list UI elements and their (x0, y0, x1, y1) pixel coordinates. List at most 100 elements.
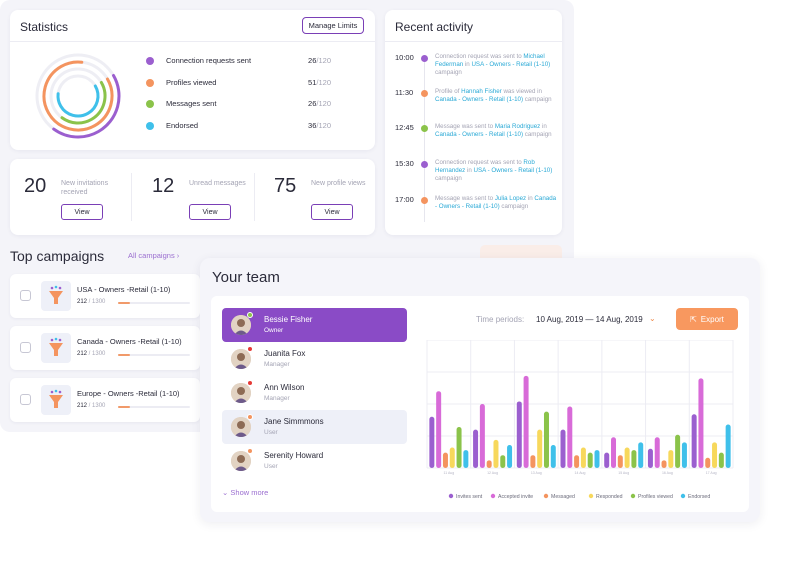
activity-link[interactable]: USA - Owners - Retail (1-10) (471, 61, 551, 68)
counter-value: 75 (274, 175, 297, 197)
member-role: User (264, 429, 278, 436)
avatar (231, 315, 251, 335)
bar-accepted-invite (698, 378, 704, 468)
counters-card: 20 New invitations received View 12 Unre… (10, 159, 375, 235)
time-period-select[interactable]: 10 Aug, 2019 — 14 Aug, 2019 (536, 315, 643, 324)
campaign-total: / 1300 (87, 299, 106, 305)
team-member[interactable]: Juanita Fox Manager (222, 342, 407, 376)
campaign-progress-fill (118, 302, 130, 304)
chevron-right-icon: › (176, 251, 180, 260)
statistics-legend-row: Connection requests sent 26/120 (146, 55, 331, 67)
status-indicator (247, 312, 253, 318)
campaign-thumbnail (41, 333, 71, 363)
divider (10, 41, 375, 42)
activity-link[interactable]: Michael Federman (435, 53, 545, 68)
bar-endorsed (681, 442, 687, 468)
team-member[interactable]: Bessie Fisher Owner (222, 308, 407, 342)
divider (131, 173, 132, 221)
avatar-head (237, 353, 245, 361)
activity-text-part: Message was sent to (435, 195, 495, 202)
funnel-dot (50, 338, 54, 342)
chevron-down-icon[interactable]: ⌄ (649, 314, 656, 323)
team-member[interactable]: Jane Simmmons User (222, 410, 407, 444)
bar-responded (537, 429, 543, 468)
status-indicator (247, 346, 253, 352)
x-tick-label: 15 Aug (618, 471, 629, 475)
team-member[interactable]: Ann Wilson Manager (222, 376, 407, 410)
x-tick-label: 12 Aug (487, 471, 498, 475)
x-tick-label: 11 Aug (444, 471, 455, 475)
campaign-progress-fill (118, 354, 130, 356)
all-campaigns-link[interactable]: All campaigns › (128, 251, 179, 260)
avatar-body (234, 466, 248, 471)
ring-arc (56, 74, 100, 118)
stat-total: /120 (316, 77, 331, 87)
bar-messaged (530, 455, 536, 468)
legend-label: Endorsed (688, 494, 710, 500)
legend-swatch (543, 493, 549, 499)
statistics-legend-row: Profiles viewed 51/120 (146, 77, 331, 89)
campaign-checkbox[interactable] (20, 394, 31, 405)
activity-link[interactable]: USA - Owners - Retail (1-10) (473, 167, 553, 174)
avatar-head (237, 387, 245, 395)
activity-text-part: in (526, 195, 535, 202)
time-periods-label: Time periods: (476, 315, 525, 324)
activity-text-part: Connection request was sent to (435, 159, 524, 166)
manage-limits-button[interactable]: Manage Limits (302, 17, 364, 34)
legend-value: 51/120 (308, 78, 331, 87)
bar-invites-sent (516, 401, 522, 468)
top-campaigns-title: Top campaigns (10, 248, 105, 264)
bar-profiles-viewed (456, 427, 462, 468)
bar-endorsed (507, 444, 513, 468)
stat-total: /120 (316, 56, 331, 65)
funnel-dot (54, 285, 58, 289)
status-indicator (247, 380, 253, 386)
activity-link[interactable]: Rob Hernandez (435, 159, 535, 174)
stat-value: 51 (308, 77, 317, 87)
activity-link[interactable]: Canada - Owners - Retail (1-10) (435, 96, 524, 103)
activity-text-part: was viewed in (501, 88, 542, 95)
campaign-checkbox[interactable] (20, 342, 31, 353)
avatar (231, 349, 251, 369)
campaign-row[interactable]: Europe - Owners -Retail (1-10) 212 / 1300 (10, 378, 200, 422)
stat-total: /120 (316, 99, 331, 108)
bar-accepted-invite (567, 406, 573, 468)
campaign-name: Canada - Owners -Retail (1-10) (77, 337, 182, 346)
avatar-head (237, 319, 245, 327)
view-invitations-button[interactable]: View (61, 204, 103, 220)
view-messages-button[interactable]: View (189, 204, 231, 220)
export-button[interactable]: ⇱ Export (676, 308, 738, 330)
campaign-checkbox[interactable] (20, 290, 31, 301)
bar-profiles-viewed (500, 455, 506, 468)
show-more-link[interactable]: ⌄ Show more (222, 488, 268, 497)
legend-swatch (490, 493, 496, 499)
activity-text: Profile of Hannah Fisher was viewed in C… (435, 88, 557, 104)
bar-messaged (442, 452, 448, 468)
activity-link[interactable]: Hannah Fisher (461, 88, 502, 95)
legend-label: Profiles viewed (166, 77, 217, 87)
bar-profiles-viewed (675, 434, 681, 468)
x-tick-label: 14 Aug (575, 471, 586, 475)
activity-link[interactable]: Canada - Owners - Retail (1-10) (435, 195, 557, 210)
funnel-dot (58, 338, 62, 342)
x-tick-label: 16 Aug (662, 471, 673, 475)
activity-link[interactable]: Julia Lopez (494, 195, 527, 202)
bar-responded (624, 447, 630, 468)
team-member[interactable]: Serenity Howard User (222, 444, 407, 478)
activity-link[interactable]: Maria Rodriguez (494, 123, 541, 130)
stat-total: /120 (316, 120, 331, 130)
activity-time: 17:00 (395, 195, 414, 204)
campaign-row[interactable]: USA - Owners -Retail (1-10) 212 / 1300 (10, 274, 200, 318)
avatar-icon (231, 315, 251, 335)
timeline-dot (421, 55, 428, 62)
stat-value: 26 (308, 99, 317, 108)
campaign-row[interactable]: Canada - Owners -Retail (1-10) 212 / 1300 (10, 326, 200, 370)
bar-accepted-invite (654, 437, 660, 468)
bar-responded (712, 442, 718, 468)
campaign-progress-text: 212 / 1300 (77, 403, 105, 409)
activity-link[interactable]: Canada - Owners - Retail (1-10) (435, 131, 524, 138)
bar-profiles-viewed (543, 411, 549, 468)
avatar-head (237, 455, 245, 463)
funnel-icon (49, 285, 63, 304)
view-profile-views-button[interactable]: View (311, 204, 353, 220)
